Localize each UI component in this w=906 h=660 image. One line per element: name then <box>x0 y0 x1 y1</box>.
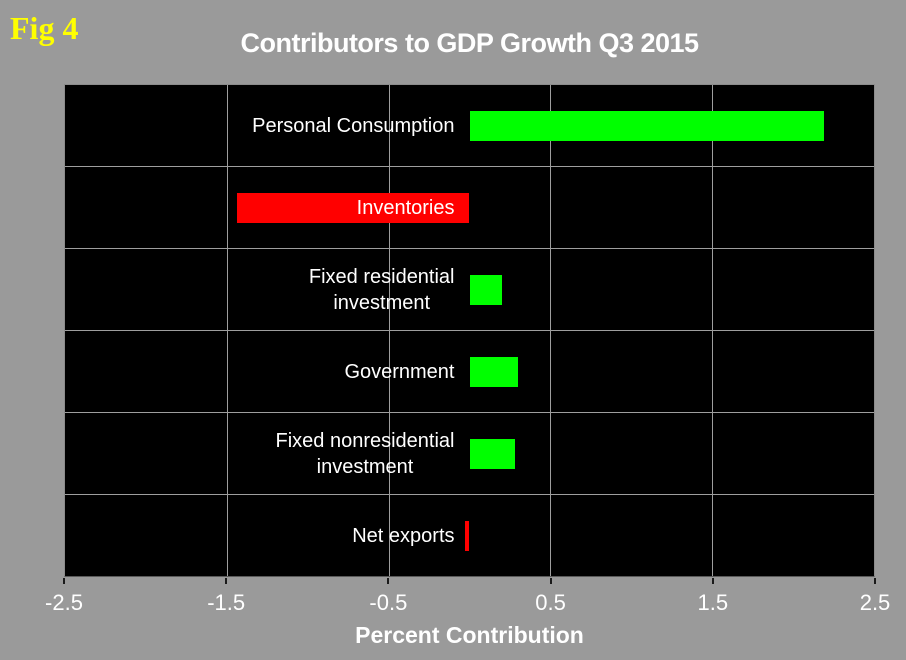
category-label: Inventories <box>356 196 455 219</box>
category-label: Fixed nonresidential investment <box>275 429 455 478</box>
bar-personal-consumption <box>469 110 824 141</box>
tick-mark <box>549 578 552 584</box>
category-label: Fixed residential investment <box>308 265 455 314</box>
vertical-gridline <box>388 85 390 576</box>
tick-label: 2.5 <box>859 590 891 615</box>
bar-fixed-residential-investment <box>469 274 502 305</box>
chart-row: Personal Consumption <box>65 85 874 167</box>
plot-area: Personal Consumption Inventories Fixed res… <box>64 84 875 577</box>
vertical-gridline <box>226 85 228 576</box>
chart-row: Net exports <box>65 495 874 576</box>
bar-net-exports <box>464 520 470 551</box>
vertical-gridline <box>550 85 552 576</box>
bar-government <box>469 356 519 387</box>
figure-number-label: Fig 4 <box>10 10 79 46</box>
tick-label: 0.5 <box>535 590 566 615</box>
chart-row: Fixed nonresidential investment <box>65 413 874 495</box>
category-label: Personal Consumption <box>252 114 455 137</box>
tick-mark <box>874 578 876 584</box>
x-axis-title: Percent Contribution <box>355 622 584 648</box>
chart-row: Inventories <box>65 167 874 249</box>
tick-mark <box>711 578 714 584</box>
bar-inventories <box>236 192 470 223</box>
chart-title: Contributors to GDP Growth Q3 2015 <box>240 28 699 58</box>
tick-label: -1.5 <box>207 590 246 615</box>
category-label: Net exports <box>352 524 455 547</box>
tick-label: -0.5 <box>369 590 408 615</box>
bar-fixed-nonresidential-investment <box>469 438 515 469</box>
vertical-gridline <box>712 85 714 576</box>
chart-row: Fixed residential investment <box>65 249 874 331</box>
tick-mark <box>387 578 390 584</box>
x-axis-tick-marks <box>63 578 876 585</box>
tick-label: 1.5 <box>697 590 729 615</box>
chart-row: Government <box>65 331 874 413</box>
tick-label: -2.5 <box>45 590 83 615</box>
tick-mark <box>63 578 65 584</box>
x-axis-tick-labels: -2.5 -1.5 -0.5 0.5 1.5 2.5 <box>45 590 890 616</box>
category-label: Government <box>344 360 455 383</box>
chart-rows: Personal Consumption Inventories Fixed res… <box>65 85 874 576</box>
tick-mark <box>225 578 228 584</box>
